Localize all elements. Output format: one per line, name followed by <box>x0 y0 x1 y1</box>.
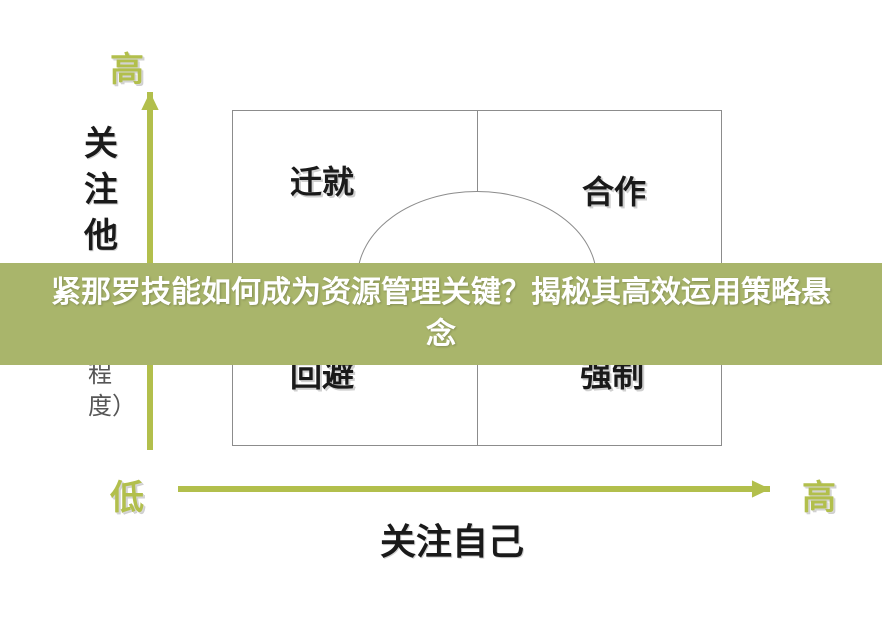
diagram-stage: 妥协 迁就 合作 回避 强制 高 低 高 关注他人 （合作程度） 关注自己 紧那… <box>0 0 882 627</box>
y-axis-low-label: 低 <box>110 470 144 519</box>
quadrant-top-right-label: 合作 <box>582 167 646 213</box>
quadrant-top-left-label: 迁就 <box>290 157 354 203</box>
overlay-banner: 紧那罗技能如何成为资源管理关键？揭秘其高效运用策略悬念 <box>0 263 882 365</box>
x-axis-title: 关注自己 <box>380 513 524 565</box>
y-axis-high-label: 高 <box>110 42 144 91</box>
x-axis-arrow <box>152 463 796 515</box>
overlay-banner-text: 紧那罗技能如何成为资源管理关键？揭秘其高效运用策略悬念 <box>46 272 836 356</box>
x-axis-high-label: 高 <box>802 470 836 519</box>
